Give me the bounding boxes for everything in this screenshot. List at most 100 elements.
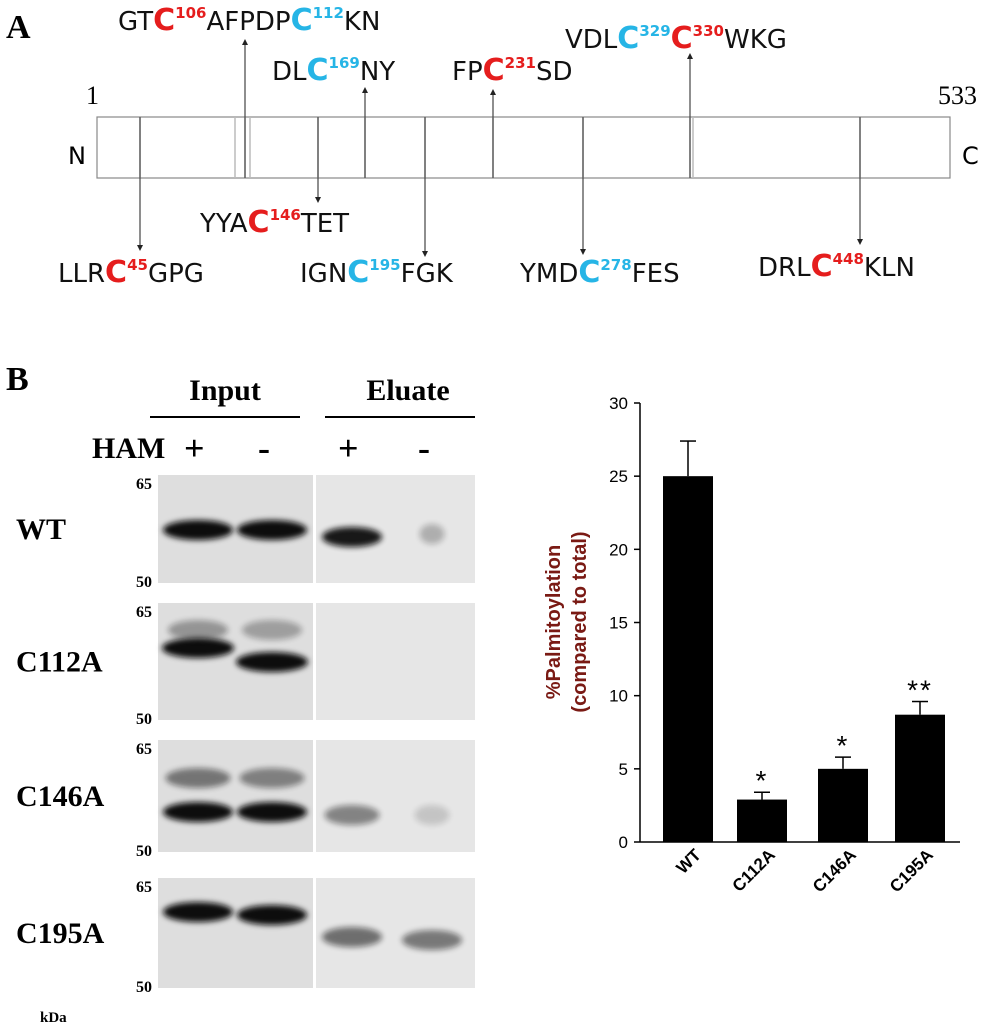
sequence-text: KLN: [864, 253, 915, 283]
blot-band: [236, 652, 308, 672]
marker-label: 50: [136, 574, 152, 591]
x-tick-label: C146A: [809, 845, 860, 896]
y-tick-label: 25: [609, 467, 628, 486]
sequence-text: AFPDP: [206, 7, 290, 37]
sequence-text: SD: [536, 57, 573, 87]
sequence-text: C: [671, 21, 693, 56]
residue-number: 45: [127, 256, 148, 274]
bar: [737, 799, 787, 842]
residue-number: 146: [270, 206, 301, 224]
site-label: DRLC448KLN: [758, 249, 915, 284]
sequence-text: WKG: [724, 25, 787, 55]
significance: **: [907, 675, 933, 706]
blot-band: [165, 768, 231, 788]
site-label: YMDC278FES: [519, 255, 680, 290]
error-bar: [680, 440, 696, 477]
y-axis-label: %Palmitoylation: [543, 545, 565, 699]
sequence-text: YMD: [519, 259, 578, 289]
sequence-text: C: [248, 205, 270, 240]
lane-sign: -: [418, 428, 430, 468]
marker-label: 65: [136, 879, 152, 896]
sequence-text: FP: [452, 57, 483, 87]
marker-label: 65: [136, 741, 152, 758]
error-bar: [912, 700, 928, 715]
group-label: Eluate: [366, 374, 449, 407]
x-tick-label: C112A: [729, 845, 779, 895]
y-tick-label: 0: [619, 833, 628, 852]
blot-band: [419, 524, 445, 544]
sequence-text: YYA: [199, 209, 248, 239]
residue-number: 448: [833, 250, 864, 268]
blot-band: [162, 638, 234, 658]
end-residue: 533: [938, 81, 977, 110]
blot-background: [316, 740, 475, 852]
blot-band: [239, 768, 305, 788]
lane-sign: +: [338, 428, 359, 468]
sequence-text: C: [153, 3, 175, 38]
blot-band: [237, 520, 307, 540]
sequence-text: GPG: [148, 259, 204, 289]
x-tick-label: WT: [673, 845, 706, 878]
blot-band: [322, 927, 382, 947]
sequence-text: C: [617, 21, 639, 56]
significance: *: [756, 765, 769, 796]
marker-label: 50: [136, 843, 152, 860]
residue-number: 112: [313, 4, 344, 22]
y-tick-label: 15: [609, 614, 628, 633]
sequence-text: VDL: [565, 25, 618, 55]
site-label: LLRC45GPG: [58, 255, 204, 290]
sequence-text: C: [578, 255, 600, 290]
site-label: IGNC195FGK: [300, 255, 454, 290]
site-label: FPC231SD: [452, 53, 573, 88]
residue-number: 106: [175, 4, 206, 22]
error-bar: [835, 756, 851, 769]
sequence-text: IGN: [300, 259, 347, 289]
sequence-text: FGK: [401, 259, 454, 289]
sequence-text: C: [811, 249, 833, 284]
sequence-text: C: [291, 3, 313, 38]
y-tick-label: 10: [609, 687, 628, 706]
y-axis-label: (compared to total): [569, 531, 591, 712]
row-label: C112A: [16, 646, 103, 679]
blot-background: [158, 878, 313, 988]
sequence-text: NY: [360, 57, 395, 87]
blot-band: [168, 620, 228, 640]
site-label: VDLC329C330WKG: [565, 21, 787, 56]
group-label: Input: [189, 374, 261, 407]
residue-number: 195: [369, 256, 400, 274]
protein-bar: [96, 116, 951, 179]
marker-label: 65: [136, 604, 152, 621]
error-bar: [754, 791, 770, 800]
lane-sign: -: [258, 428, 270, 468]
blot-background: [158, 740, 313, 852]
significance: *: [837, 730, 850, 761]
row-label: C146A: [16, 780, 105, 813]
blot-band: [242, 620, 302, 640]
x-tick-label: C195A: [886, 845, 937, 896]
blot-background: [316, 603, 475, 720]
residue-number: 231: [505, 54, 536, 72]
residue-number: 278: [600, 256, 631, 274]
sequence-text: FES: [632, 259, 680, 289]
marker-label: 50: [136, 979, 152, 996]
blot-band: [322, 527, 382, 547]
sequence-text: DRL: [758, 253, 811, 283]
y-tick-label: 20: [609, 540, 628, 559]
bar: [663, 476, 713, 842]
blot-band: [237, 802, 307, 822]
bar: [818, 768, 868, 842]
blot-band: [324, 805, 380, 825]
blot-band: [163, 902, 233, 922]
blot-band: [237, 905, 307, 925]
panel-label: B: [6, 361, 29, 398]
n-terminus: N: [68, 142, 86, 170]
sequence-text: LLR: [58, 259, 105, 289]
row-label: WT: [16, 513, 66, 546]
blot-band: [163, 520, 233, 540]
site-label: DLC169NY: [272, 53, 395, 88]
c-terminus: C: [962, 142, 979, 170]
blot-band: [163, 802, 233, 822]
blot-band: [402, 930, 462, 950]
site-label: YYAC146TET: [199, 205, 349, 240]
